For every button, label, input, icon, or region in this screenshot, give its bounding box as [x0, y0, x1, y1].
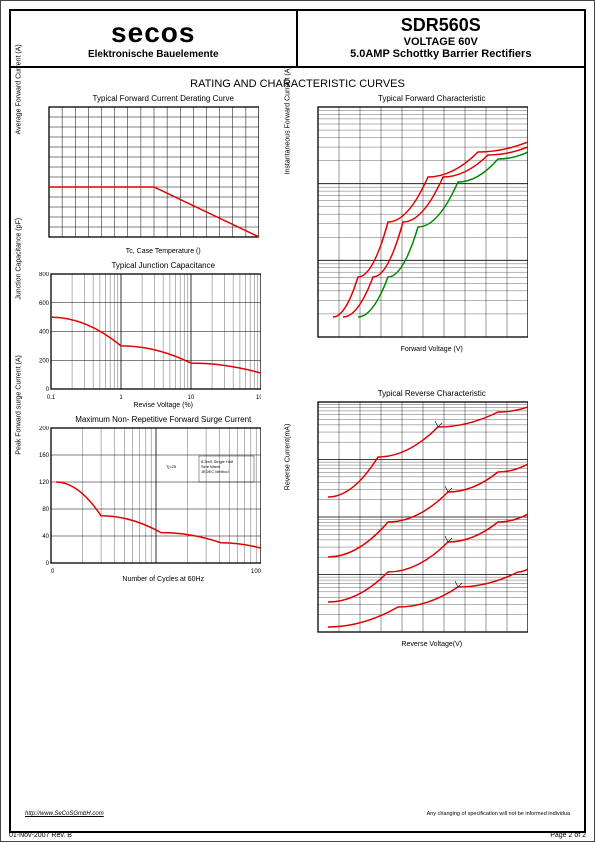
- svg-text:1: 1: [119, 395, 123, 401]
- forward-title: Typical Forward Characteristic: [298, 94, 567, 103]
- page: secos Elektronische Bauelemente SDR560S …: [0, 0, 595, 842]
- svg-text:JEDEC Method: JEDEC Method: [201, 469, 229, 474]
- surge-ylabel: Peak Forward surge Current (A): [16, 355, 23, 455]
- svg-text:100: 100: [256, 395, 261, 401]
- reverse-svg: [298, 400, 528, 640]
- header-right: SDR560S VOLTAGE 60V 5.0AMP Schottky Barr…: [298, 11, 585, 66]
- header: secos Elektronische Bauelemente SDR560S …: [11, 11, 584, 68]
- logo: secos: [17, 17, 290, 49]
- svg-text:0: 0: [51, 569, 55, 575]
- right-column: Typical Forward Characteristic Instantan…: [298, 94, 567, 654]
- derating-svg: [29, 105, 259, 247]
- forward-chart: Typical Forward Characteristic Instantan…: [298, 94, 567, 353]
- footer-date: 01-Nov-2007 Rev. B: [9, 832, 72, 839]
- header-left: secos Elektronische Bauelemente: [11, 11, 298, 66]
- surge-title: Maximum Non- Repetitive Forward Surge Cu…: [29, 415, 298, 424]
- footer-note: Any changing of specification will not b…: [427, 811, 570, 817]
- derating-title: Typical Forward Current Derating Curve: [29, 94, 298, 103]
- svg-text:400: 400: [39, 330, 50, 336]
- forward-svg: [298, 105, 528, 345]
- charts-area: Typical Forward Current Derating Curve A…: [11, 94, 584, 654]
- svg-text:0: 0: [46, 561, 50, 567]
- capacitance-svg: 800 600 400 200 0 0.1 1 10 100: [29, 272, 261, 401]
- part-number: SDR560S: [302, 15, 581, 36]
- svg-text:0.1: 0.1: [47, 395, 56, 401]
- svg-text:200: 200: [39, 426, 50, 432]
- svg-text:120: 120: [39, 480, 50, 486]
- reverse-title: Typical Reverse Characteristic: [298, 389, 567, 398]
- reverse-xlabel: Reverse Voltage(V): [298, 641, 567, 648]
- capacitance-title: Typical Junction Capacitance: [29, 261, 298, 270]
- forward-ylabel: Instantaneous Forward Current (A): [284, 66, 291, 174]
- capacitance-xlabel: Revise Voltage (%): [29, 402, 298, 409]
- reverse-ylabel: Reverse Current(mA): [284, 424, 291, 491]
- svg-text:160: 160: [39, 453, 50, 459]
- capacitance-ylabel: Junction Capacitance (pF): [16, 217, 23, 299]
- derating-ylabel: Average Forward Current (A): [16, 44, 23, 134]
- surge-chart: Maximum Non- Repetitive Forward Surge Cu…: [29, 415, 298, 583]
- reverse-chart: Typical Reverse Characteristic Reverse C…: [298, 389, 567, 648]
- svg-text:800: 800: [39, 272, 50, 278]
- description: 5.0AMP Schottky Barrier Rectifiers: [302, 48, 581, 60]
- surge-xlabel: Number of Cycles at 60Hz: [29, 576, 298, 583]
- svg-text:100: 100: [251, 569, 261, 575]
- derating-chart: Typical Forward Current Derating Curve A…: [29, 94, 298, 255]
- svg-text:Tj=25: Tj=25: [166, 464, 177, 469]
- voltage-spec: VOLTAGE 60V: [302, 36, 581, 48]
- svg-text:600: 600: [39, 301, 50, 307]
- left-column: Typical Forward Current Derating Curve A…: [29, 94, 298, 654]
- svg-text:40: 40: [42, 534, 49, 540]
- capacitance-chart: Typical Junction Capacitance Junction Ca…: [29, 261, 298, 409]
- logo-subtitle: Elektronische Bauelemente: [17, 49, 290, 60]
- svg-text:0: 0: [46, 387, 50, 393]
- inner-frame: secos Elektronische Bauelemente SDR560S …: [9, 9, 586, 833]
- derating-xlabel: Tc, Case Temperature (): [29, 248, 298, 255]
- footer-url: http://www.SeCoSGmbH.com: [25, 811, 104, 817]
- forward-xlabel: Forward Voltage (V): [298, 346, 567, 353]
- section-title: RATING AND CHARACTERISTIC CURVES: [11, 68, 584, 94]
- footer-bar: 01-Nov-2007 Rev. B Page 2 of 2: [1, 832, 594, 839]
- svg-text:200: 200: [39, 358, 50, 364]
- surge-svg: 8.3mS Single Half Sine Wave JEDEC Method…: [29, 426, 261, 575]
- footer-page: Page 2 of 2: [550, 832, 586, 839]
- svg-text:10: 10: [188, 395, 195, 401]
- svg-text:80: 80: [42, 507, 49, 513]
